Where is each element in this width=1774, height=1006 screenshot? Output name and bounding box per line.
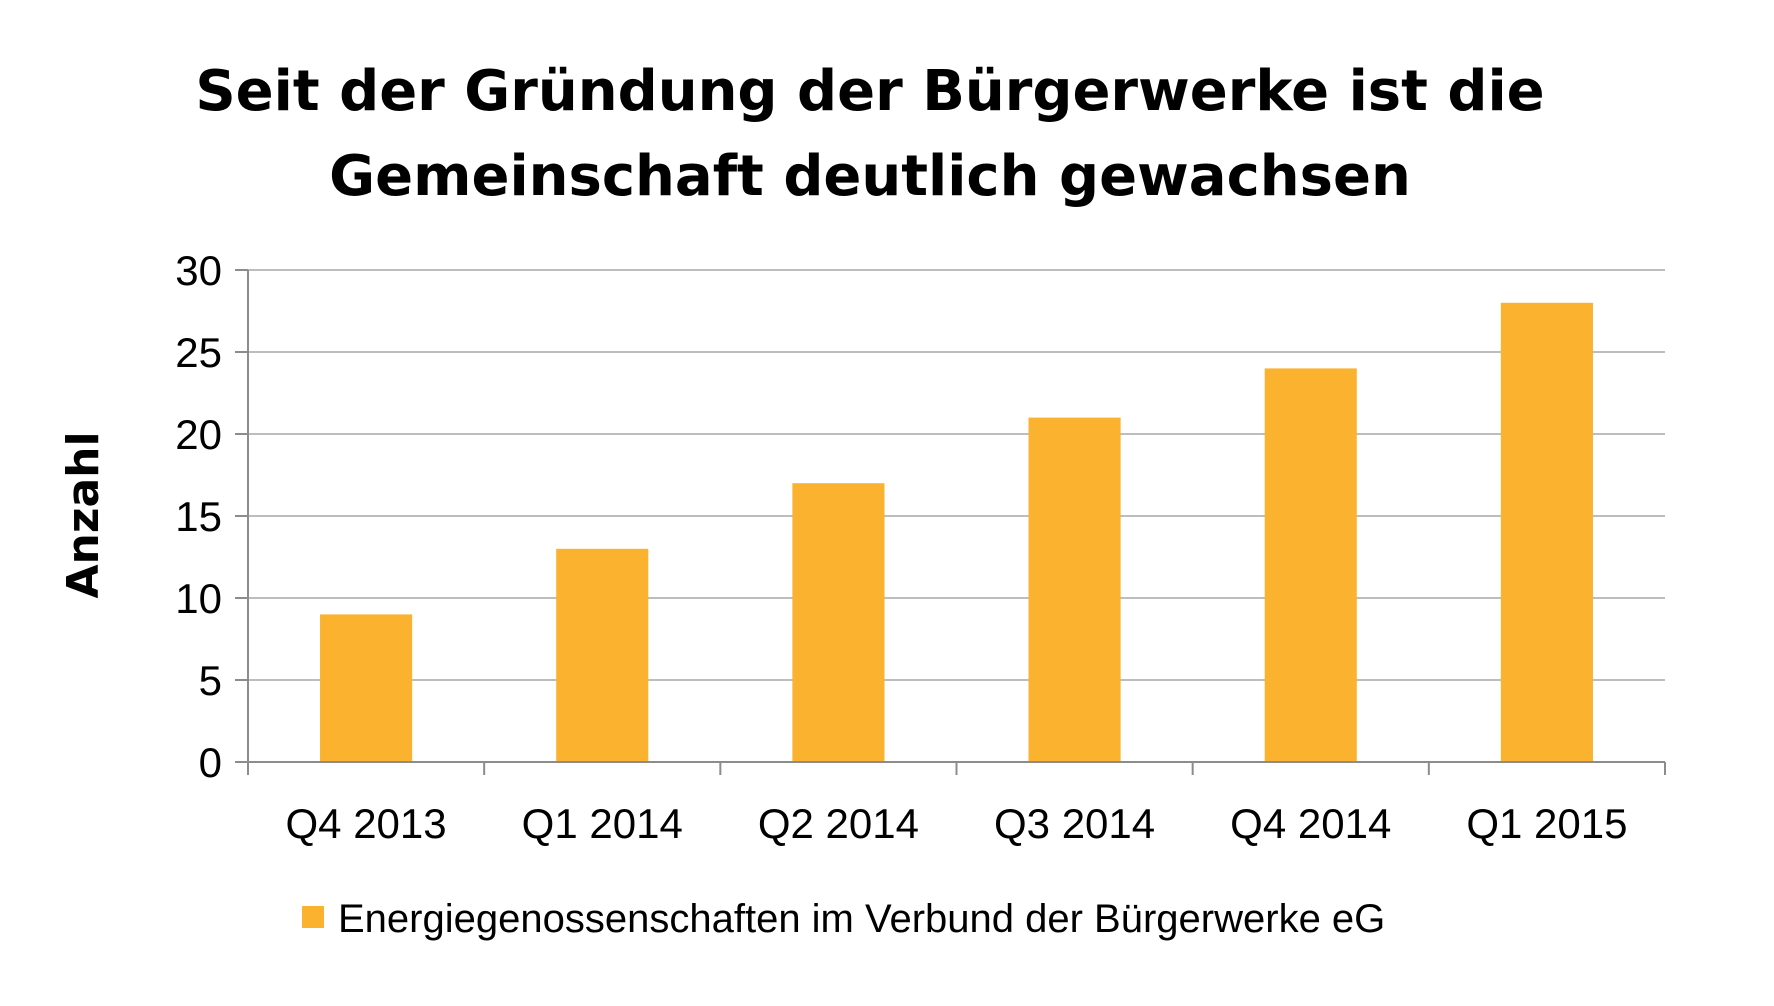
y-tick-label: 5	[199, 657, 222, 704]
x-tick-label: Q1 2015	[1466, 800, 1627, 847]
y-tick-label: 15	[175, 493, 222, 540]
y-tick-label: 25	[175, 329, 222, 376]
bar-q3-2014	[1028, 417, 1121, 762]
bars	[320, 302, 1593, 762]
y-tick-label: 20	[175, 411, 222, 458]
y-tick-labels: 0 5 10 15 20 25 30	[175, 247, 222, 786]
gridlines	[248, 269, 1665, 681]
y-axis-title: Anzahl	[58, 431, 109, 598]
x-tick-labels: Q4 2013 Q1 2014 Q2 2014 Q3 2014 Q4 2014 Q1 20…	[286, 800, 1628, 847]
bar-q1-2015	[1500, 302, 1593, 762]
y-tick-label: 10	[175, 575, 222, 622]
y-tick-label: 30	[175, 247, 222, 294]
axes	[235, 269, 1666, 775]
x-tick-label: Q3 2014	[994, 800, 1155, 847]
bar-q1-2014	[556, 548, 649, 762]
chart-title-line-2: Gemeinschaft deutlich gewachsen	[329, 144, 1411, 209]
x-tick-label: Q2 2014	[758, 800, 919, 847]
x-tick-label: Q4 2013	[286, 800, 447, 847]
x-tick-label: Q4 2014	[1230, 800, 1391, 847]
bar-q2-2014	[792, 483, 885, 762]
x-tick-label: Q1 2014	[522, 800, 683, 847]
legend-label: Energiegenossenschaften im Verbund der B…	[338, 897, 1385, 941]
legend-swatch	[302, 906, 324, 928]
y-tick-label: 0	[199, 739, 222, 786]
legend: Energiegenossenschaften im Verbund der B…	[302, 897, 1385, 941]
bar-q4-2013	[320, 614, 413, 762]
bar-q4-2014	[1264, 368, 1357, 762]
chart-title-line-1: Seit der Gründung der Bürgerwerke ist di…	[195, 59, 1544, 124]
